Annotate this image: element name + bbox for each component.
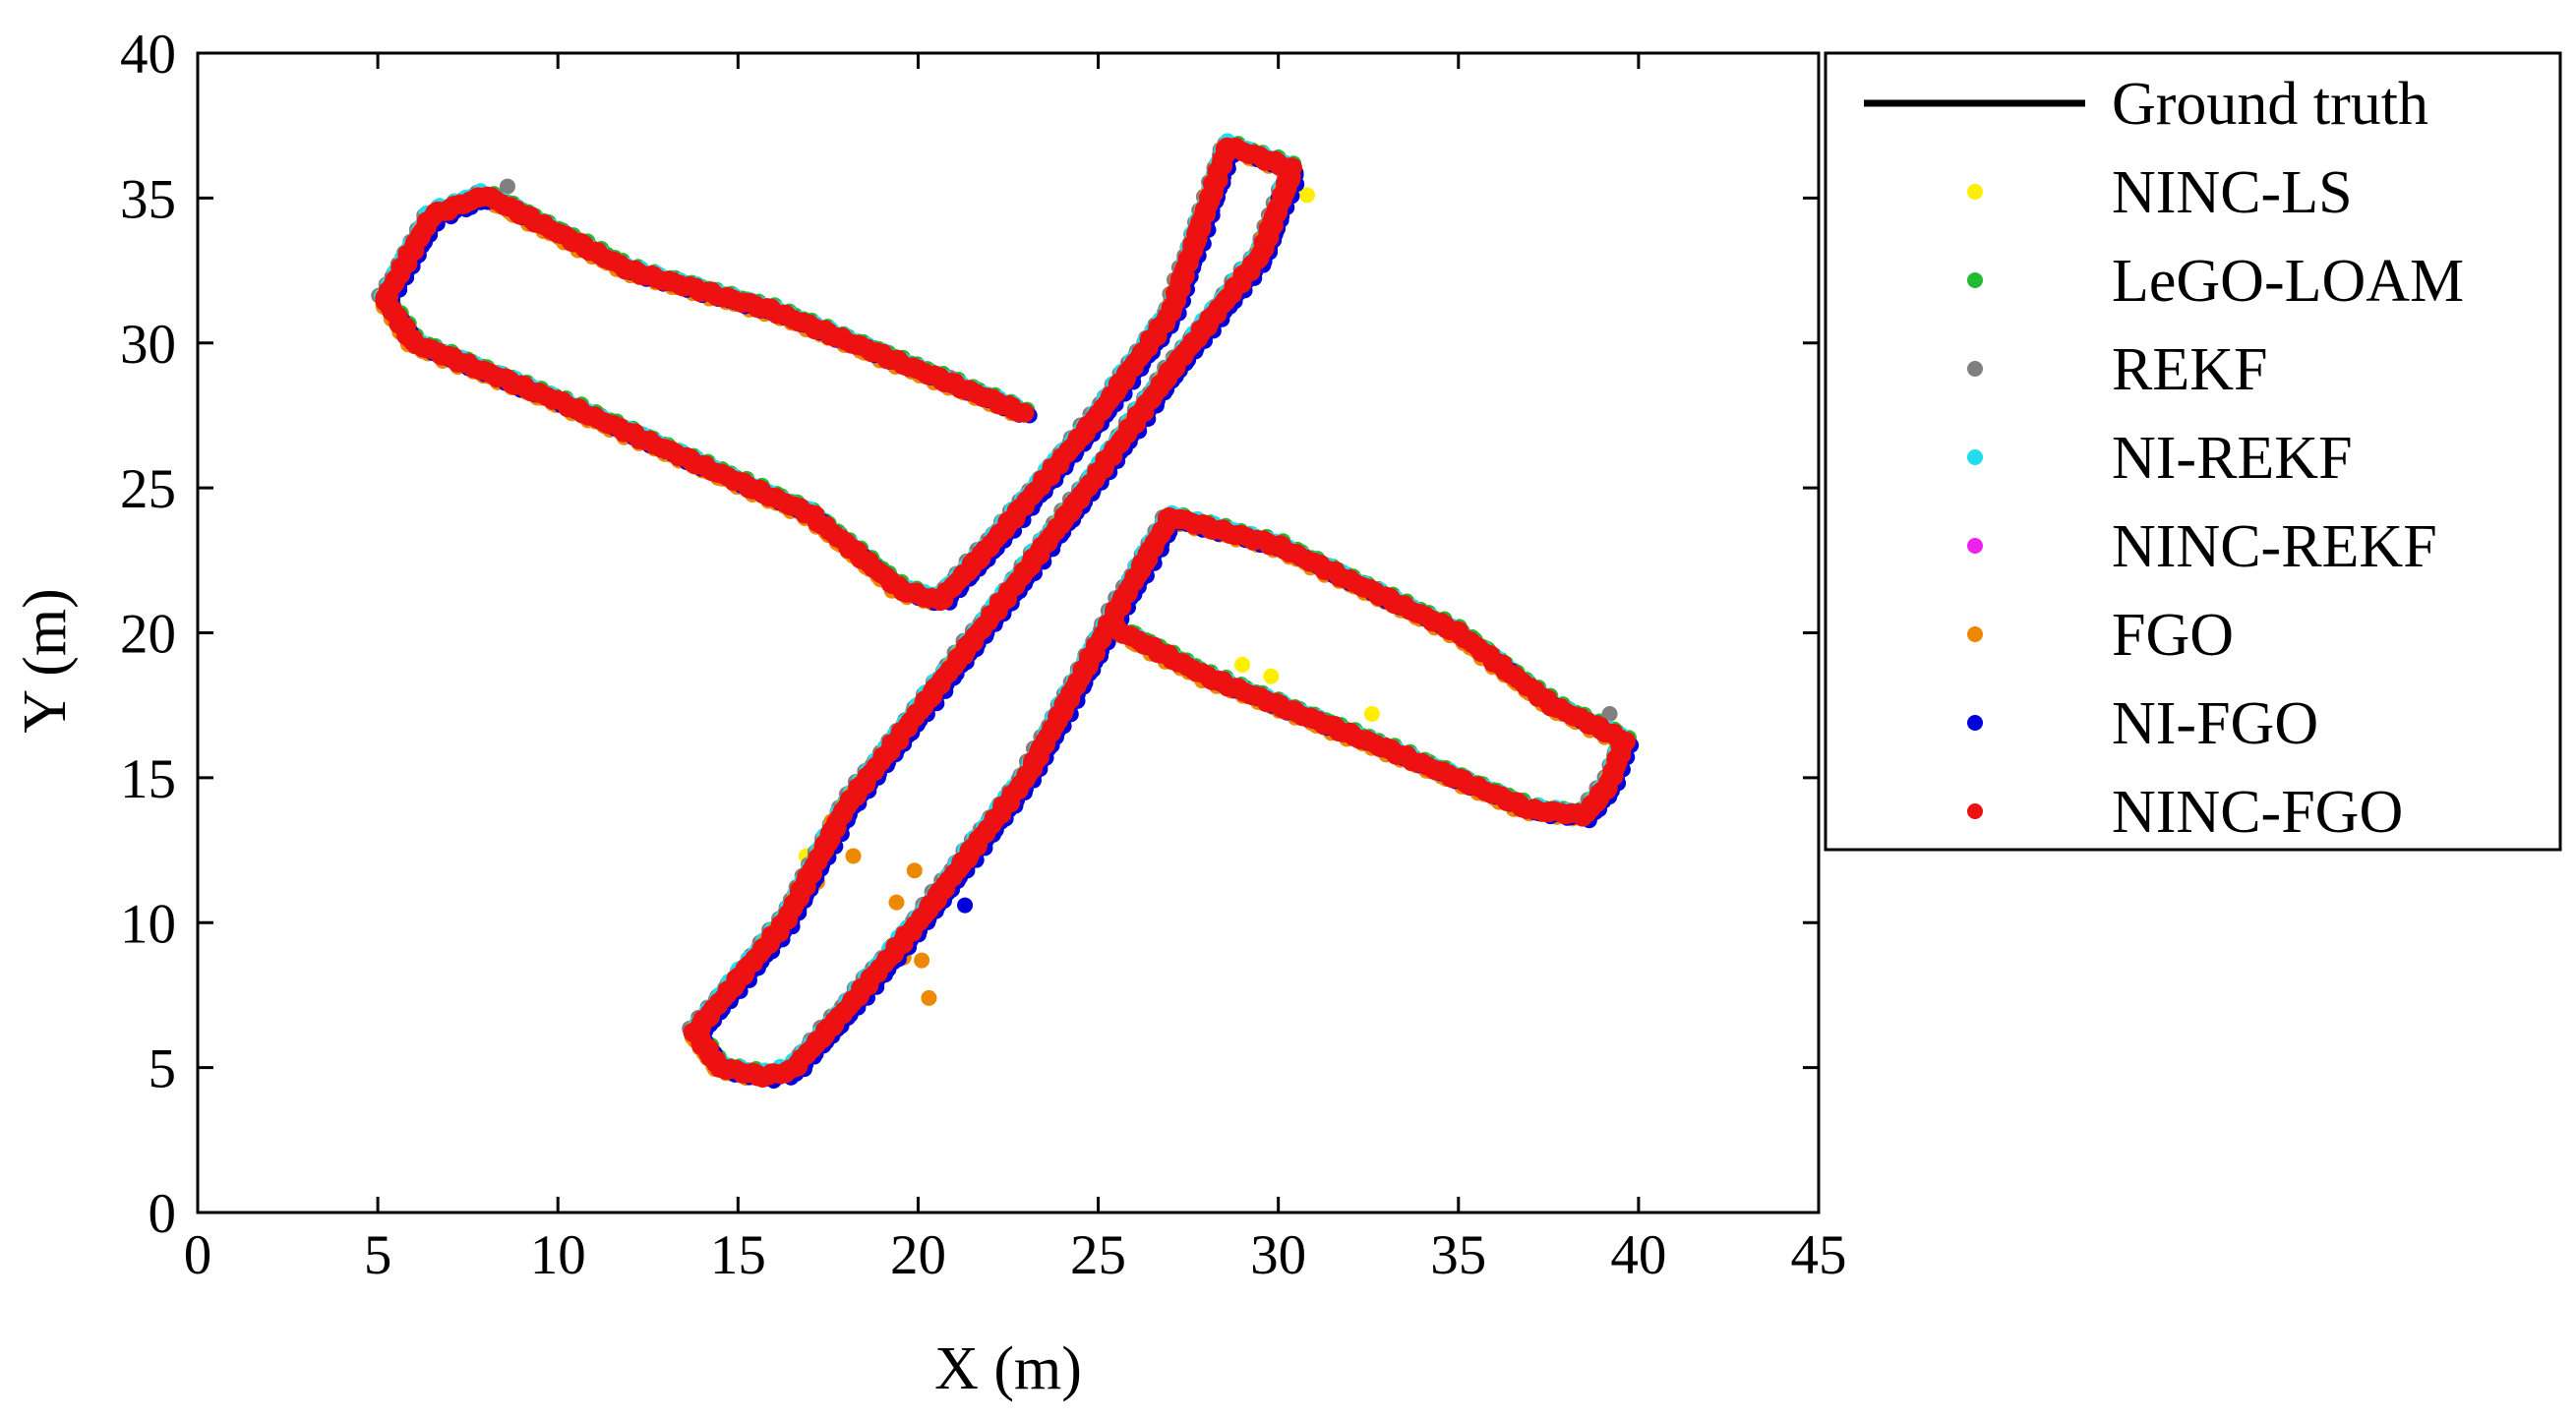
outlier-ninc-ls: [1234, 656, 1251, 673]
outlier-ninc-ls: [1363, 706, 1380, 723]
outlier-fgo: [845, 848, 862, 864]
outlier-ni-fgo: [957, 897, 974, 914]
outlier-fgo: [914, 952, 930, 969]
outlier-ninc-ls: [1263, 668, 1280, 684]
outlier-rekf: [499, 178, 515, 195]
data-layer: [371, 133, 1640, 1089]
outlier-fgo: [921, 989, 937, 1006]
outlier-fgo: [906, 862, 923, 879]
outlier-fgo: [888, 894, 905, 911]
outlier-ninc-ls: [1298, 187, 1315, 204]
series-ninc-fgo: [375, 137, 1637, 1088]
outlier-rekf: [1601, 706, 1618, 723]
